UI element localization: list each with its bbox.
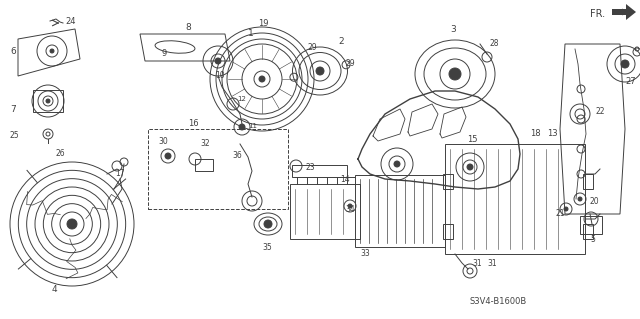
Bar	[580, 216, 602, 234]
Text: 21: 21	[556, 210, 566, 219]
Text: 31: 31	[472, 259, 482, 269]
Text: 25: 25	[10, 131, 20, 140]
FancyArrowPatch shape	[615, 10, 627, 14]
Text: 7: 7	[10, 105, 16, 114]
Circle shape	[215, 58, 221, 64]
Text: 36: 36	[232, 152, 242, 160]
Circle shape	[467, 164, 473, 170]
Text: 35: 35	[262, 242, 272, 251]
Text: 11: 11	[248, 123, 257, 129]
Text: 29: 29	[346, 60, 356, 69]
Bar	[443, 174, 453, 189]
Text: 12: 12	[237, 96, 246, 102]
Text: 24: 24	[65, 18, 76, 26]
Circle shape	[621, 60, 629, 68]
Text: FR.: FR.	[590, 9, 605, 19]
Text: 33: 33	[360, 249, 370, 257]
Text: 14: 14	[340, 174, 349, 183]
Text: 34: 34	[345, 204, 355, 213]
Circle shape	[394, 161, 400, 167]
Text: 28: 28	[490, 40, 499, 48]
Text: 15: 15	[467, 135, 477, 144]
Text: 32: 32	[200, 139, 210, 149]
Bar	[445, 144, 585, 254]
Bar	[195, 159, 213, 171]
Text: 8: 8	[185, 23, 191, 32]
Text: 16: 16	[188, 118, 198, 128]
Text: 2: 2	[338, 36, 344, 46]
Bar	[33, 90, 63, 112]
Circle shape	[564, 207, 568, 211]
Text: 31: 31	[487, 259, 497, 269]
Text: 10: 10	[215, 71, 225, 80]
Circle shape	[67, 219, 77, 229]
Circle shape	[578, 197, 582, 201]
Bar	[583, 174, 593, 189]
Bar	[443, 224, 453, 239]
Text: 1: 1	[248, 28, 253, 38]
Text: 27: 27	[625, 78, 636, 86]
Text: 19: 19	[258, 19, 269, 27]
Circle shape	[165, 153, 171, 159]
Bar	[583, 224, 593, 239]
Bar	[292, 165, 347, 177]
Text: 29: 29	[307, 43, 317, 53]
Text: 9: 9	[162, 49, 167, 58]
Bar	[355, 175, 445, 247]
Polygon shape	[612, 4, 636, 20]
Text: S3V4-B1600B: S3V4-B1600B	[470, 296, 527, 306]
Text: 18: 18	[530, 130, 541, 138]
Text: 4: 4	[52, 285, 58, 293]
Circle shape	[50, 49, 54, 53]
Text: 23: 23	[305, 162, 315, 172]
Circle shape	[239, 124, 245, 130]
Text: 6: 6	[10, 47, 16, 56]
Text: 22: 22	[595, 107, 605, 115]
Circle shape	[259, 76, 265, 82]
Circle shape	[264, 220, 272, 228]
Bar	[290, 184, 360, 239]
Text: 5: 5	[590, 234, 595, 243]
Text: 26: 26	[55, 150, 65, 159]
Bar	[148, 129, 288, 209]
Circle shape	[348, 204, 352, 208]
Text: 30: 30	[158, 137, 168, 146]
Circle shape	[449, 68, 461, 80]
Text: 3: 3	[450, 25, 456, 33]
Text: 20: 20	[590, 197, 600, 205]
Text: 17: 17	[115, 169, 125, 179]
Text: 13: 13	[547, 130, 557, 138]
Circle shape	[46, 99, 50, 103]
Circle shape	[316, 67, 324, 75]
